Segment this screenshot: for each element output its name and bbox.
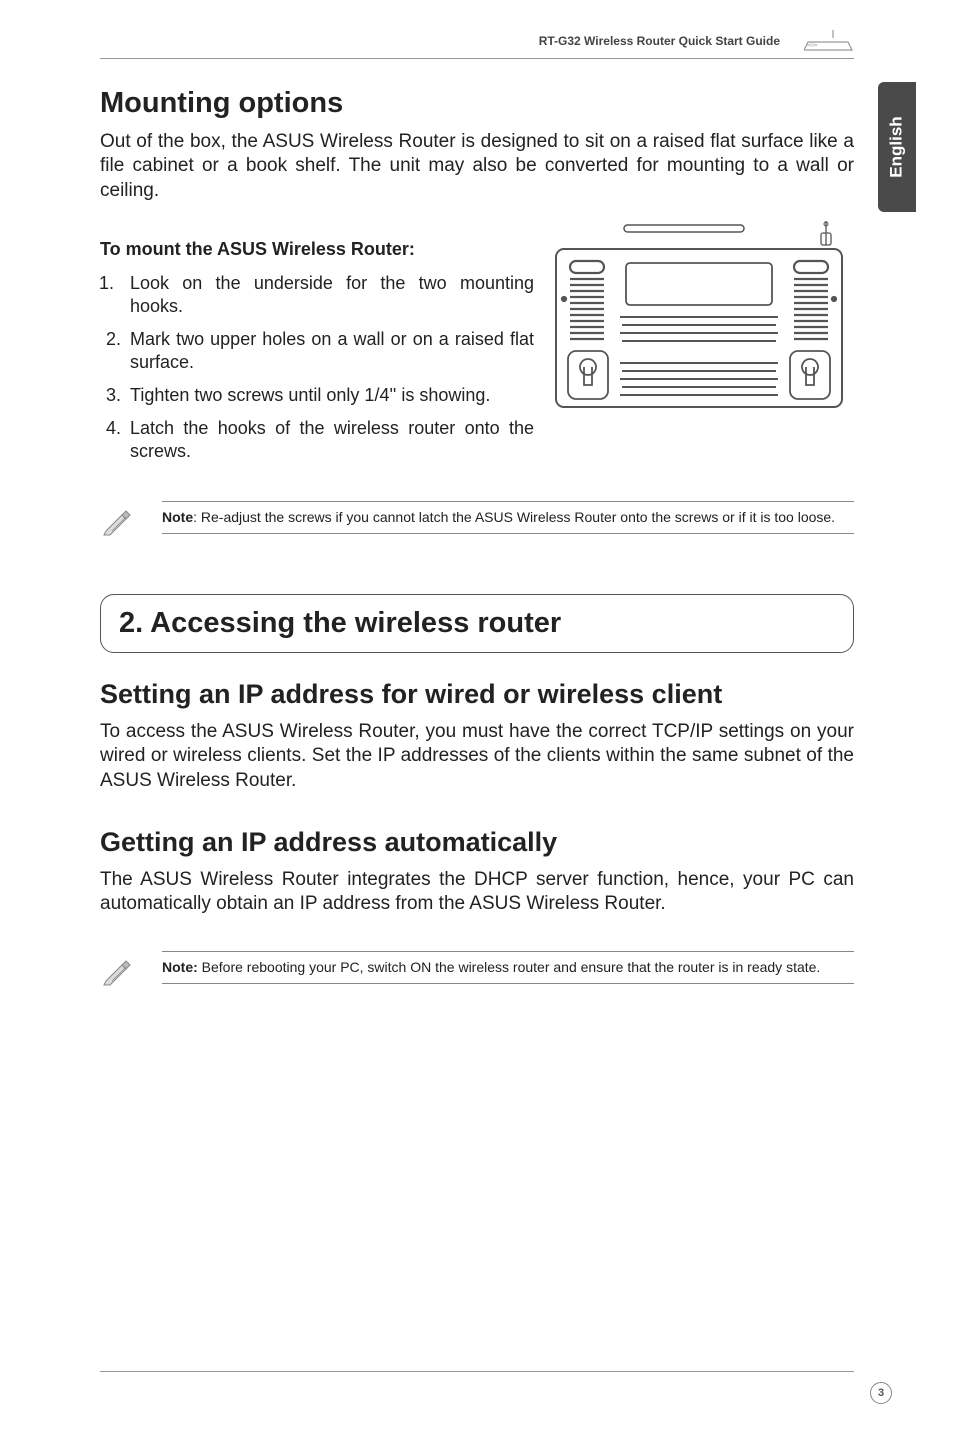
step-3: Tighten two screws until only 1/4'' is s…: [126, 384, 534, 407]
ipauto-body: The ASUS Wireless Router integrates the …: [100, 868, 854, 917]
mounting-heading: Mounting options: [100, 87, 854, 120]
note-2-body: Before rebooting your PC, switch ON the …: [198, 959, 821, 975]
pencil-icon: [100, 955, 134, 989]
mounting-steps: Look on the underside for the two mounti…: [100, 272, 534, 463]
note-1-label: Note: [162, 509, 193, 525]
mounting-intro: Out of the box, the ASUS Wireless Router…: [100, 130, 854, 203]
footer-rule: [100, 1371, 854, 1372]
note-2-text: Note: Before rebooting your PC, switch O…: [162, 951, 854, 984]
step-4: Latch the hooks of the wireless router o…: [126, 417, 534, 463]
language-tab-label: English: [887, 116, 907, 177]
router-icon: [804, 30, 854, 52]
page-number: 3: [870, 1382, 892, 1404]
ipwired-body: To access the ASUS Wireless Router, you …: [100, 720, 854, 793]
mounting-text-col: To mount the ASUS Wireless Router: Look …: [100, 219, 534, 473]
page: RT-G32 Wireless Router Quick Start Guide…: [0, 0, 954, 1432]
step-2: Mark two upper holes on a wall or on a r…: [126, 328, 534, 374]
ipauto-heading: Getting an IP address automatically: [100, 827, 854, 858]
note-2: Note: Before rebooting your PC, switch O…: [100, 951, 854, 989]
note-1-body: : Re-adjust the screws if you cannot lat…: [193, 509, 835, 525]
pencil-icon: [100, 505, 134, 539]
mounting-row: To mount the ASUS Wireless Router: Look …: [100, 219, 854, 473]
note-2-label: Note:: [162, 959, 198, 975]
router-underside-diagram: [554, 219, 854, 473]
header-bar: RT-G32 Wireless Router Quick Start Guide: [100, 30, 854, 59]
note-1-text: Note: Re-adjust the screws if you cannot…: [162, 501, 854, 534]
chapter-frame: 2. Accessing the wireless router: [100, 594, 854, 653]
header-title: RT-G32 Wireless Router Quick Start Guide: [539, 34, 780, 48]
mounting-subhead: To mount the ASUS Wireless Router:: [100, 239, 534, 260]
language-tab: English: [878, 82, 916, 212]
ipwired-heading: Setting an IP address for wired or wirel…: [100, 679, 854, 710]
step-1: Look on the underside for the two mounti…: [126, 272, 534, 318]
chapter-title: 2. Accessing the wireless router: [119, 607, 835, 640]
note-1: Note: Re-adjust the screws if you cannot…: [100, 501, 854, 539]
